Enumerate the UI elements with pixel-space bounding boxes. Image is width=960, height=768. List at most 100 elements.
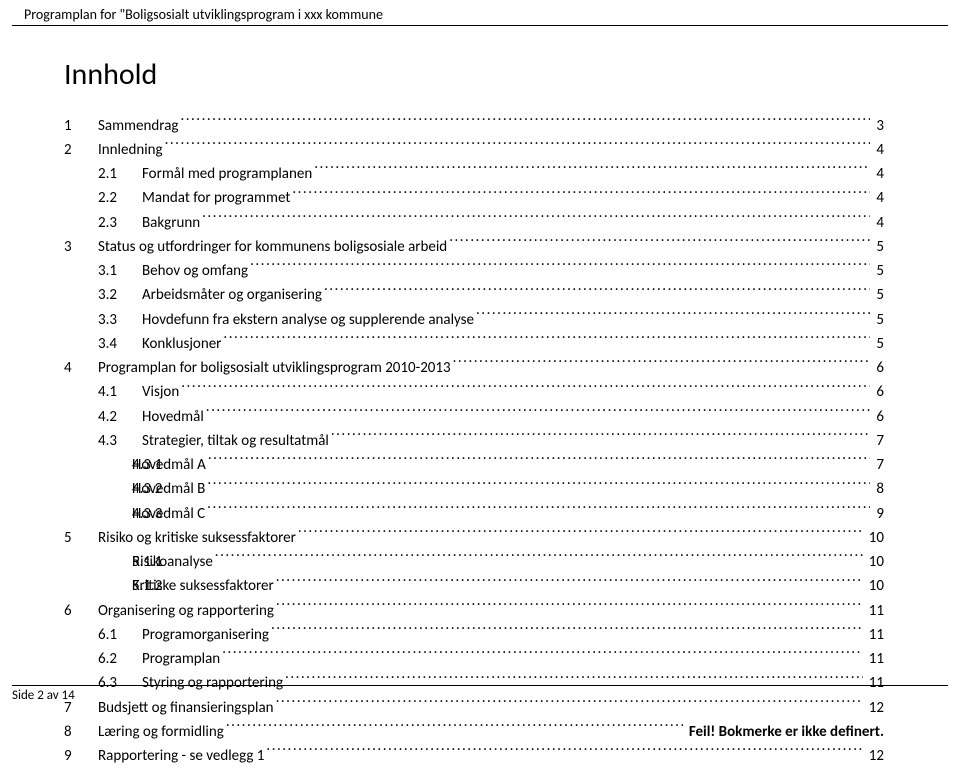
toc-leader-dots — [266, 744, 862, 761]
toc-label: Strategier, tiltak og resultatmål — [142, 431, 329, 453]
toc-label: Hovedmål A — [132, 455, 206, 477]
toc-page-number: 10 — [865, 528, 884, 550]
toc-row: 3.2Arbeidsmåter og organisering5 — [64, 283, 884, 307]
toc-leader-dots — [292, 186, 870, 203]
toc-label: Arbeidsmåter og organisering — [142, 285, 322, 307]
toc-page-number: 6 — [872, 358, 884, 380]
toc-number: 4 — [64, 358, 98, 380]
toc-label: Rapportering - se vedlegg 1 — [98, 746, 264, 768]
toc-leader-dots — [453, 356, 871, 373]
toc-leader-dots — [202, 210, 870, 227]
toc-number: 9 — [64, 746, 98, 768]
toc-row: 4.3Strategier, tiltak og resultatmål7 — [64, 428, 884, 452]
toc-heading: Innhold — [0, 26, 960, 113]
toc-row: 4.3.3Hovedmål C9 — [64, 501, 884, 525]
toc-row: 4.2Hovedmål6 — [64, 404, 884, 428]
toc-label: Bakgrunn — [142, 213, 200, 235]
toc-number: 2.3 — [64, 213, 142, 235]
toc-page-number: 10 — [865, 576, 884, 598]
page-header: Programplan for "Boligsosialt utviklings… — [12, 0, 948, 26]
toc-page-number: 4 — [872, 188, 884, 210]
toc-row: 5Risiko og kritiske suksessfaktorer10 — [64, 525, 884, 549]
toc-page-number: 4 — [872, 213, 884, 235]
toc-leader-dots — [314, 162, 870, 179]
document-page: Programplan for "Boligsosialt utviklings… — [0, 0, 960, 709]
page-footer: Side 2 av 14 — [12, 685, 948, 703]
toc-leader-dots — [271, 622, 863, 639]
toc-page-number: 12 — [865, 746, 884, 768]
toc-number: 3.2 — [64, 285, 142, 307]
toc-page-number: 8 — [872, 479, 884, 501]
toc-page-number: 4 — [872, 164, 884, 186]
toc-number: 8 — [64, 722, 98, 744]
toc-page-number: 3 — [872, 116, 884, 138]
toc-label: Innledning — [98, 140, 163, 162]
toc-number: 4.2 — [64, 407, 142, 429]
toc-page-number: 5 — [872, 310, 884, 332]
toc-number: 5.1.1 — [64, 552, 132, 574]
toc-leader-dots — [331, 428, 871, 445]
toc-leader-dots — [276, 574, 863, 591]
toc-label: Læring og formidling — [98, 722, 224, 744]
toc-row: 6Organisering og rapportering 11 — [64, 598, 884, 622]
toc-number: 4.1 — [64, 382, 142, 404]
toc-leader-dots — [223, 331, 870, 348]
toc-label: Mandat for programmet — [142, 188, 290, 210]
toc-row: 3.3Hovdefunn fra ekstern analyse og supp… — [64, 307, 884, 331]
toc-number: 6 — [64, 601, 98, 623]
toc-number: 5 — [64, 528, 98, 550]
toc-row: 5.1.1Risikoanalyse10 — [64, 550, 884, 574]
toc-leader-dots — [476, 307, 870, 324]
toc-page-number: 5 — [872, 237, 884, 259]
toc-label: Organisering og rapportering — [98, 601, 274, 623]
toc-number: 2 — [64, 140, 98, 162]
toc-number: 6.2 — [64, 649, 142, 671]
toc-number: 4.3.2 — [64, 479, 132, 501]
table-of-contents: 1Sammendrag32Innledning42.1Formål med pr… — [0, 113, 960, 768]
toc-label: Konklusjoner — [142, 334, 221, 356]
toc-row: 2Innledning 4 — [64, 137, 884, 161]
toc-row: 6.2Programplan11 — [64, 647, 884, 671]
toc-label: Hovedmål C — [132, 504, 205, 526]
toc-leader-dots — [226, 719, 683, 736]
toc-label: Programplan for boligsosialt utviklingsp… — [98, 358, 451, 380]
toc-label: Hovedmål — [142, 407, 204, 429]
toc-leader-dots — [208, 453, 871, 470]
toc-row: 4.3.2Hovedmål B 8 — [64, 477, 884, 501]
toc-row: 1Sammendrag3 — [64, 113, 884, 137]
toc-leader-dots — [206, 404, 871, 421]
toc-page-number: 6 — [872, 382, 884, 404]
toc-row: 4.3.1Hovedmål A 7 — [64, 453, 884, 477]
toc-row: 3.4Konklusjoner5 — [64, 331, 884, 355]
toc-leader-dots — [207, 501, 870, 518]
toc-label: Sammendrag — [98, 116, 178, 138]
toc-leader-dots — [180, 113, 870, 130]
toc-page-number: 10 — [865, 552, 884, 574]
toc-number: 3.3 — [64, 310, 142, 332]
toc-number: 3.4 — [64, 334, 142, 356]
toc-row: 3Status og utfordringer for kommunens bo… — [64, 234, 884, 258]
toc-page-number: 11 — [865, 601, 884, 623]
toc-leader-dots — [324, 283, 870, 300]
toc-row: 2.1Formål med programplanen4 — [64, 162, 884, 186]
toc-leader-dots — [250, 259, 870, 276]
toc-row: 4Programplan for boligsosialt utviklings… — [64, 356, 884, 380]
toc-leader-dots — [207, 477, 870, 494]
toc-row: 8Læring og formidlingFeil! Bokmerke er i… — [64, 719, 884, 743]
toc-leader-dots — [276, 598, 863, 615]
toc-leader-dots — [449, 234, 870, 251]
toc-number: 4.3.1 — [64, 455, 132, 477]
toc-label: Formål med programplanen — [142, 164, 312, 186]
toc-label: Programplan — [142, 649, 220, 671]
toc-number: 3.1 — [64, 261, 142, 283]
toc-leader-dots — [298, 525, 863, 542]
toc-leader-dots — [165, 137, 871, 154]
toc-leader-dots — [222, 647, 863, 664]
toc-row: 4.1Visjon6 — [64, 380, 884, 404]
toc-label: Hovedmål B — [132, 479, 205, 501]
toc-page-number: 11 — [865, 625, 884, 647]
toc-row: 3.1Behov og omfang5 — [64, 259, 884, 283]
toc-page-number: 7 — [872, 455, 884, 477]
toc-row: 5.1.2Kritiske suksessfaktorer10 — [64, 574, 884, 598]
toc-page-number: 4 — [872, 140, 884, 162]
